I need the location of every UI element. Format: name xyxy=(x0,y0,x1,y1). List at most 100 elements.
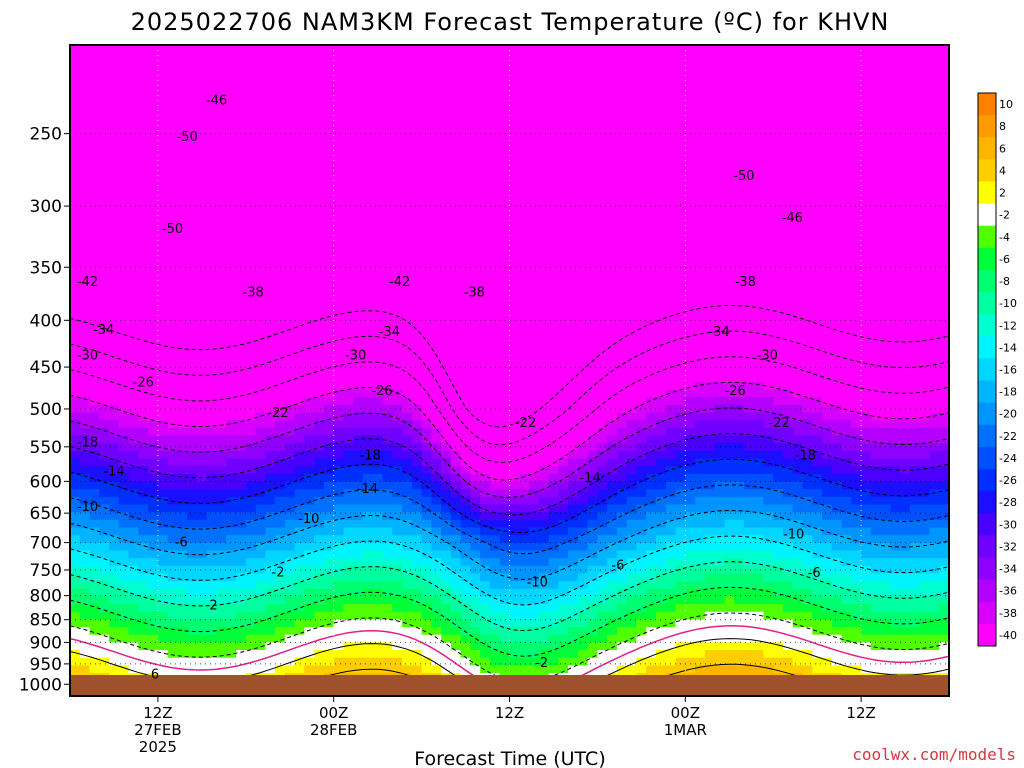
temperature-cell xyxy=(577,627,589,636)
temperature-cell xyxy=(236,527,247,536)
temperature-cell xyxy=(616,359,628,368)
temperature-cell xyxy=(489,412,501,421)
temperature-cell xyxy=(148,121,159,130)
temperature-cell xyxy=(548,144,559,153)
temperature-cell xyxy=(196,75,208,84)
temperature-cell xyxy=(470,305,481,314)
temperature-cell xyxy=(148,290,159,299)
temperature-cell xyxy=(255,98,266,107)
temperature-cell xyxy=(450,60,462,69)
temperature-cell xyxy=(245,60,257,69)
temperature-cell xyxy=(109,267,120,276)
temperature-cell xyxy=(470,343,481,352)
temperature-cell xyxy=(597,297,608,306)
temperature-cell xyxy=(441,650,452,659)
temperature-cell xyxy=(148,159,159,169)
temperature-cell xyxy=(216,650,227,659)
temperature-cell xyxy=(236,489,247,498)
temperature-cell xyxy=(529,397,540,406)
temperature-cell xyxy=(450,619,462,628)
temperature-cell xyxy=(118,473,130,483)
temperature-cell xyxy=(402,481,413,490)
temperature-cell xyxy=(333,427,345,437)
temperature-cell xyxy=(187,650,198,659)
temperature-cell xyxy=(597,604,608,613)
temperature-cell xyxy=(577,205,589,215)
temperature-cell xyxy=(118,611,130,621)
temperature-cell xyxy=(460,588,472,598)
temperature-cell xyxy=(558,98,569,107)
temperature-cell xyxy=(372,221,384,230)
temperature-cell xyxy=(167,466,179,475)
temperature-cell xyxy=(450,412,462,421)
temperature-cell xyxy=(206,642,218,651)
temperature-cell xyxy=(128,113,139,123)
temperature-cell xyxy=(499,228,511,238)
temperature-cell xyxy=(577,106,589,115)
temperature-cell xyxy=(441,129,452,138)
temperature-cell xyxy=(294,75,305,84)
temperature-cell xyxy=(206,251,218,261)
temperature-cell xyxy=(304,481,315,490)
temperature-cell xyxy=(577,604,589,613)
temperature-cell xyxy=(529,113,540,123)
temperature-cell xyxy=(294,588,305,598)
temperature-cell xyxy=(402,420,413,429)
temperature-cell xyxy=(499,328,511,337)
temperature-cell xyxy=(148,259,159,268)
temperature-cell xyxy=(587,290,598,299)
temperature-cell xyxy=(157,305,169,314)
temperature-cell xyxy=(187,60,198,69)
temperature-cell xyxy=(372,90,384,100)
temperature-cell xyxy=(177,305,188,314)
temperature-cell xyxy=(323,427,335,437)
temperature-cell xyxy=(304,466,315,475)
temperature-cell xyxy=(519,489,530,498)
temperature-cell xyxy=(109,190,120,199)
temperature-cell xyxy=(460,98,472,107)
temperature-cell xyxy=(167,535,179,544)
temperature-cell xyxy=(538,213,550,222)
temperature-cell xyxy=(626,397,638,406)
temperature-cell xyxy=(314,450,325,460)
temperature-cell xyxy=(470,152,481,161)
temperature-cell xyxy=(568,320,579,329)
temperature-cell xyxy=(372,389,384,398)
temperature-cell xyxy=(323,650,335,659)
temperature-cell xyxy=(470,75,481,84)
temperature-cell xyxy=(99,634,110,643)
temperature-cell xyxy=(128,90,139,100)
temperature-cell xyxy=(460,596,472,605)
temperature-cell xyxy=(294,167,305,176)
temperature-cell xyxy=(353,282,364,291)
temperature-cell xyxy=(333,404,345,414)
temperature-cell xyxy=(509,504,520,513)
temperature-cell xyxy=(607,290,618,299)
temperature-cell xyxy=(548,519,559,529)
temperature-cell xyxy=(489,527,501,536)
temperature-cell xyxy=(519,443,530,452)
temperature-cell xyxy=(529,581,540,590)
temperature-cell xyxy=(118,596,130,605)
temperature-cell xyxy=(411,397,423,406)
temperature-cell xyxy=(372,527,384,536)
temperature-cell xyxy=(450,466,462,475)
temperature-cell xyxy=(314,473,325,483)
temperature-cell xyxy=(499,489,511,498)
temperature-cell xyxy=(148,251,159,261)
temperature-cell xyxy=(489,52,501,61)
temperature-cell xyxy=(353,121,364,130)
temperature-cell xyxy=(196,244,208,253)
temperature-cell xyxy=(441,427,452,437)
temperature-cell xyxy=(304,267,315,276)
temperature-cell xyxy=(363,466,374,475)
temperature-cell xyxy=(304,221,315,230)
temperature-cell xyxy=(392,282,403,291)
temperature-cell xyxy=(450,267,462,276)
temperature-cell xyxy=(99,450,110,460)
temperature-cell xyxy=(216,466,227,475)
temperature-cell xyxy=(353,236,364,245)
temperature-cell xyxy=(372,359,384,368)
temperature-cell xyxy=(275,374,286,383)
temperature-cell xyxy=(382,634,393,643)
